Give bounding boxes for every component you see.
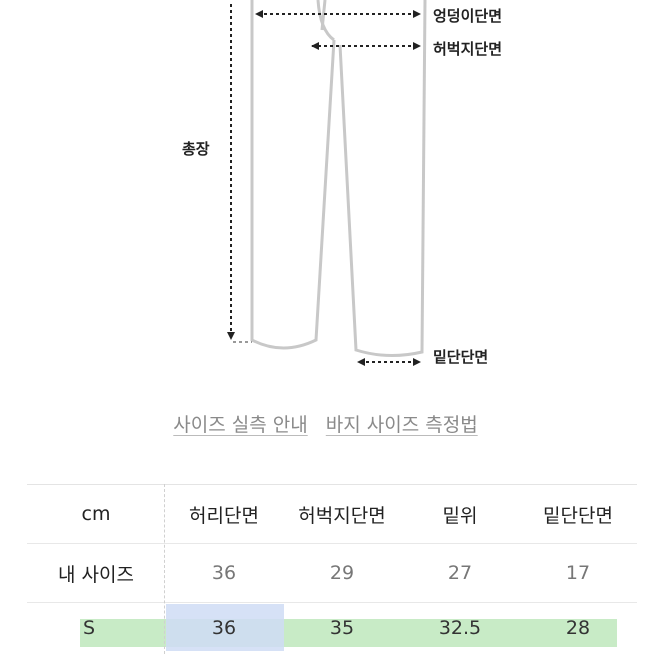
thigh-label: 허벅지단면 — [433, 40, 503, 58]
table-header-row: cm 허리단면 허벅지단면 밑위 밑단단면 — [27, 485, 637, 544]
table-row-s[interactable]: S 36 35 32.5 28 — [27, 604, 637, 651]
header-hem: 밑단단면 — [543, 504, 613, 527]
cell-value: 28 — [565, 616, 591, 639]
cell-value: 32.5 — [438, 616, 482, 639]
hip-label: 엉덩이단면 — [433, 7, 503, 25]
table-row: 내 사이즈 36 29 27 17 — [27, 544, 637, 603]
cell-value: 29 — [329, 562, 355, 584]
cell-value: 36 — [211, 616, 237, 639]
length-label: 총장 — [182, 140, 210, 158]
guide-links: 사이즈 실측 안내 바지 사이즈 측정법 — [0, 410, 651, 437]
waist-column-highlight — [166, 604, 284, 651]
row-label: 내 사이즈 — [58, 563, 134, 586]
pants-outline-icon — [227, 0, 427, 366]
header-thigh: 허벅지단면 — [298, 504, 386, 527]
column-divider — [164, 484, 167, 654]
size-guide-link[interactable]: 사이즈 실측 안내 — [173, 414, 308, 436]
header-unit: cm — [81, 503, 111, 525]
hem-label: 밑단단면 — [433, 348, 489, 366]
cell-value: 36 — [211, 562, 237, 584]
row-label: S — [83, 616, 96, 639]
size-table: cm 허리단면 허벅지단면 밑위 밑단단면 내 사이즈 36 29 27 17 — [27, 484, 637, 603]
header-rise: 밑위 — [442, 504, 478, 527]
header-waist: 허리단면 — [189, 504, 259, 527]
pants-measurement-diagram: 엉덩이단면 허벅지단면 총장 밑단단면 — [182, 0, 503, 366]
cell-value: 35 — [329, 616, 355, 639]
cell-value: 27 — [447, 562, 473, 584]
pants-method-link[interactable]: 바지 사이즈 측정법 — [325, 414, 478, 436]
cell-value: 17 — [565, 562, 591, 584]
